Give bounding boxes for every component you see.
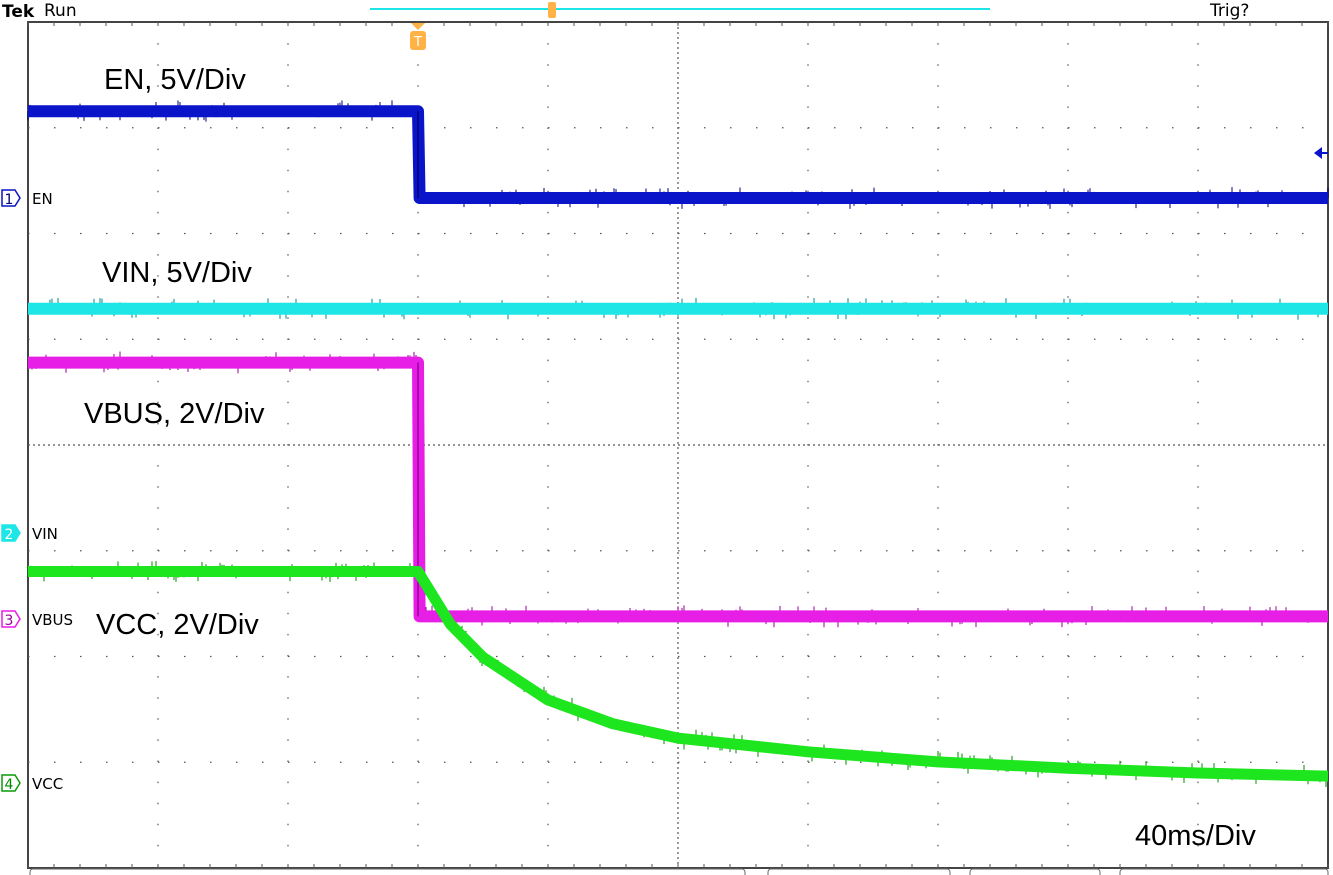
channel-2-marker[interactable]: 2 VIN: [1, 524, 58, 543]
channel-markers: 1 EN 2 VIN 3 VBUS 4 VCC: [1, 189, 73, 793]
timebase-label: 40ms/Div: [1135, 820, 1256, 852]
channel-number: 4: [5, 777, 14, 793]
trace-noise: [27, 560, 1327, 788]
channel-4-marker[interactable]: 4 VCC: [1, 774, 63, 793]
annotation-vcc: VCC, 2V/Div: [96, 609, 259, 641]
traces: [27, 100, 1329, 788]
channel-number-badge: [1, 774, 21, 792]
annotation-en: EN, 5V/Div: [104, 64, 246, 96]
channel-number: 3: [5, 613, 14, 629]
trace-en: [27, 100, 1329, 209]
trace-vcc: [27, 560, 1329, 788]
channel-number-badge: [1, 524, 21, 542]
tab-3[interactable]: [969, 868, 1101, 875]
trace-vin: [28, 297, 1328, 320]
channel-3-marker[interactable]: 3 VBUS: [1, 610, 73, 629]
trace-line: [28, 105, 1328, 204]
tab-2[interactable]: [767, 868, 951, 875]
channel-number-badge: [1, 610, 21, 628]
trigger-level-arrow-icon[interactable]: [1314, 147, 1322, 159]
trace-line: [28, 566, 1329, 782]
channel-name: VBUS: [32, 611, 73, 629]
trigger-status: Trig?: [1209, 1, 1249, 21]
channel-number: 1: [5, 192, 14, 208]
annotation-vbus: VBUS, 2V/Div: [84, 398, 265, 430]
tab-4[interactable]: [1119, 868, 1329, 875]
channel-number-badge: [1, 189, 21, 207]
channel-name: VIN: [32, 525, 58, 543]
channel-name: EN: [32, 190, 53, 208]
channel-1-marker[interactable]: 1 EN: [1, 189, 53, 208]
annotation-vin: VIN, 5V/Div: [102, 257, 252, 289]
channel-name: VCC: [32, 775, 63, 793]
trace-vbus: [27, 351, 1328, 628]
trigger-position-marker[interactable]: T: [410, 23, 426, 50]
trace-line: [28, 356, 1328, 623]
acquisition-state: Run: [44, 1, 77, 21]
bottom-tabs: [29, 868, 1329, 875]
channel-number: 2: [5, 527, 14, 543]
svg-text:T: T: [413, 35, 422, 50]
brand-logo: Tek: [2, 2, 35, 22]
trace-noise: [27, 351, 1325, 628]
record-trigger-marker: [548, 2, 556, 18]
tab-1[interactable]: [29, 868, 746, 875]
